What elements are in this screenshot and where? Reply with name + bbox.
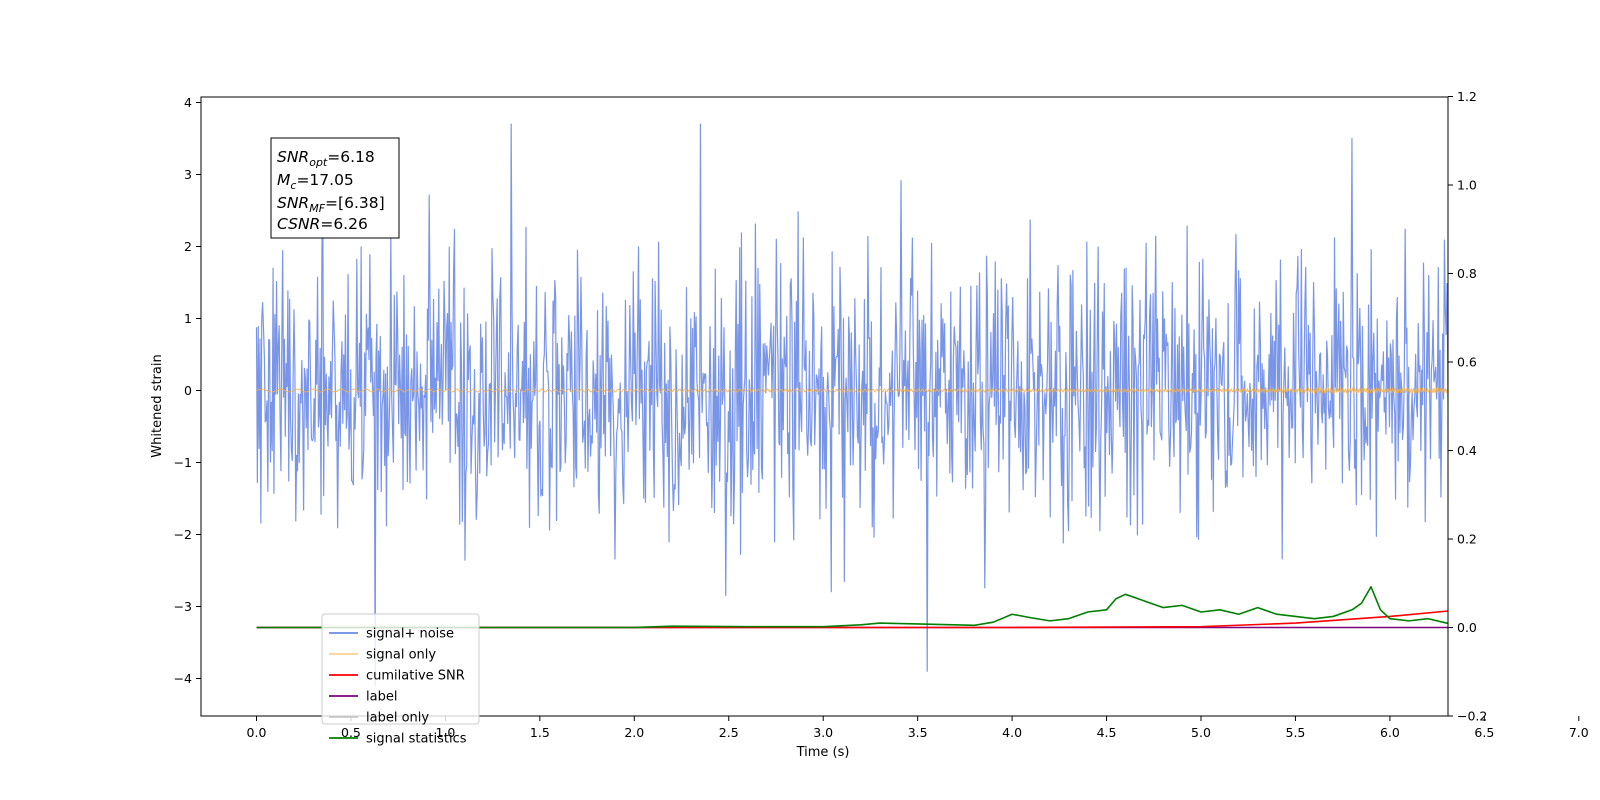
right-axis-series — [256, 585, 1448, 629]
legend-label: signal+ noise — [366, 627, 454, 642]
x-tick-label: 2.0 — [624, 725, 644, 740]
x-tick-label: 4.5 — [1097, 725, 1117, 740]
stat-mc-symbol: M — [277, 171, 290, 189]
stat-mc-value: =17.05 — [296, 171, 353, 189]
stat-csnr: CSNR=6.26 — [277, 215, 368, 233]
y-right-tick-label: 0.6 — [1457, 355, 1477, 370]
x-tick-label: 5.5 — [1286, 725, 1306, 740]
signal-noise-series — [255, 123, 1448, 687]
legend-label: label only — [366, 711, 429, 726]
legend-label: signal statistics — [366, 732, 467, 747]
legend: signal+ noise signal only cumilative SNR la… — [321, 613, 480, 747]
stats-box: SNRopt=6.18 Mc=17.05 SNRMF=[6.38] CSNR=6… — [270, 137, 400, 239]
cumilative-snr-line — [256, 610, 1448, 629]
y-axis-right-ticks: −0.2 0.0 0.2 0.4 0.6 0.8 1.0 1.2 — [1448, 89, 1487, 724]
x-axis-ticks: 0.0 0.5 1.0 1.5 2.0 2.5 3.0 3.5 4.0 4.5 5.0 5.5 6.0 6… — [247, 716, 1589, 740]
y-tick-label: 1 — [184, 311, 192, 326]
legend-label: cumilative SNR — [366, 669, 465, 684]
x-tick-label: 0.0 — [247, 725, 267, 740]
legend-label: signal only — [366, 648, 436, 663]
x-tick-label: 1.0 — [435, 725, 455, 740]
y-tick-label: 3 — [184, 167, 192, 182]
x-tick-label: 2.5 — [719, 725, 739, 740]
x-tick-label: 0.5 — [341, 725, 361, 740]
legend-label: label — [366, 690, 397, 705]
y-axis-label: Whitened strain — [150, 354, 165, 457]
signal-only-series — [256, 386, 1448, 395]
signal-statistics-line — [256, 585, 1448, 629]
stat-snr-opt-symbol: SNR — [277, 148, 309, 166]
stat-snr-opt-value: =6.18 — [327, 148, 375, 166]
y-tick-label: −3 — [174, 599, 192, 614]
x-tick-label: 7.0 — [1569, 725, 1589, 740]
x-tick-label: 3.0 — [813, 725, 833, 740]
x-tick-label: 3.5 — [908, 725, 928, 740]
y-tick-label: 4 — [184, 95, 192, 110]
x-tick-label: 4.0 — [1002, 725, 1022, 740]
y-axis-left-ticks: −4 −3 −2 −1 0 1 2 3 4 — [174, 95, 201, 686]
stat-snr-mf-symbol: SNR — [277, 194, 309, 212]
y-tick-label: −4 — [174, 671, 192, 686]
y-tick-label: −2 — [174, 527, 192, 542]
signal-noise-line — [255, 123, 1448, 687]
stat-snr-mf-subscript: MF — [309, 202, 325, 215]
legend-frame — [321, 613, 480, 725]
stat-csnr-symbol: CSNR — [277, 215, 320, 233]
signal-only-line — [256, 386, 1448, 395]
y-tick-label: 0 — [184, 383, 192, 398]
plot-frame — [200, 96, 1449, 717]
stat-mc: Mc=17.05 — [277, 171, 354, 192]
y-tick-label: −1 — [174, 455, 192, 470]
stat-snr-opt-subscript: opt — [309, 156, 328, 169]
stats-box-frame — [270, 137, 400, 239]
stat-snr-mf-value: =[6.38] — [325, 194, 385, 212]
stat-snr-mf: SNRMF=[6.38] — [277, 194, 385, 215]
y-right-tick-label: 0.8 — [1457, 266, 1477, 281]
y-right-tick-label: −0.2 — [1457, 709, 1487, 724]
x-tick-label: 1.5 — [530, 725, 550, 740]
y-right-tick-label: 1.2 — [1457, 89, 1477, 104]
x-tick-label: 6.0 — [1380, 725, 1400, 740]
y-right-tick-label: 0.4 — [1457, 443, 1477, 458]
stat-snr-opt: SNRopt=6.18 — [277, 148, 375, 169]
x-axis-label: Time (s) — [796, 745, 850, 760]
x-tick-label: 6.5 — [1474, 725, 1494, 740]
y-right-tick-label: 1.0 — [1457, 178, 1477, 193]
y-right-tick-label: 0.0 — [1457, 620, 1477, 635]
x-tick-label: 5.0 — [1191, 725, 1211, 740]
stat-csnr-value: =6.26 — [320, 215, 368, 233]
stat-mc-subscript: c — [290, 179, 296, 192]
y-tick-label: 2 — [184, 239, 192, 254]
y-right-tick-label: 0.2 — [1457, 532, 1477, 547]
